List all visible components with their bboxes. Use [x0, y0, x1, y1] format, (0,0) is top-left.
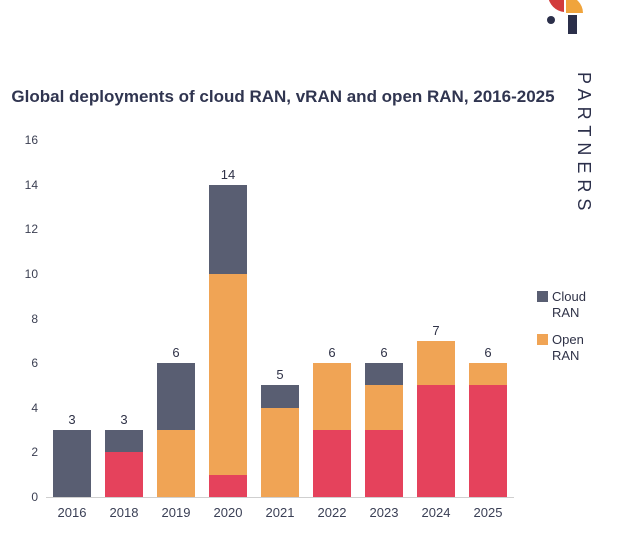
chart-title: Global deployments of cloud RAN, vRAN an…: [11, 87, 555, 106]
bar-total-label: 3: [68, 412, 76, 428]
bar-2019: 6 2019: [157, 140, 195, 520]
bar-total-label: 6: [172, 345, 180, 361]
bar-segment-open-ran: [417, 340, 455, 386]
bar-segment-cloud-ran: [365, 363, 403, 386]
bar-2025: 6 2025: [469, 140, 507, 520]
y-axis-tick-label: 14: [24, 177, 38, 192]
bar-2023: 6 2023: [365, 140, 403, 520]
bar-2018: 3 2018: [105, 140, 143, 520]
y-axis-tick-label: 6: [31, 356, 38, 371]
bar-segment-cloud-ran: [53, 430, 91, 497]
bar-segment-vran: [469, 385, 507, 497]
bar-2021: 5 2021: [261, 140, 299, 520]
company-logo: [538, 0, 590, 34]
x-axis-label: 2020: [213, 505, 243, 520]
pinwheel-logo-icon: [547, 0, 583, 34]
bar-segment-vran: [313, 430, 351, 497]
y-axis-tick-label: 0: [31, 490, 38, 504]
y-axis-tick-label: 4: [31, 400, 38, 415]
bar-total-label: 14: [220, 166, 236, 182]
x-axis-label: 2022: [317, 505, 347, 520]
bar-segment-vran: [209, 474, 247, 497]
bar-segment-cloud-ran: [105, 430, 143, 453]
plot-area: 3 2016 3 2018 6 2019 14 2020 5 2021 6 2022 6 2023 7 202…: [46, 140, 514, 520]
bar-segment-open-ran: [209, 273, 247, 475]
bar-total-label: 6: [328, 345, 336, 361]
x-axis-label: 2023: [369, 505, 399, 520]
bar-segment-vran: [105, 452, 143, 497]
bar-2024: 7 2024: [417, 140, 455, 520]
legend-item-open-ran: Open RAN: [537, 332, 614, 365]
bar-total-label: 5: [276, 367, 284, 383]
bar-2022: 6 2022: [313, 140, 351, 520]
bar-segment-open-ran: [157, 430, 195, 497]
x-axis-label: 2019: [161, 505, 191, 520]
legend-label: Cloud RAN: [552, 289, 586, 321]
bar-segment-open-ran: [365, 385, 403, 431]
legend-label: Open RAN: [552, 331, 584, 363]
x-axis-label: 2025: [473, 505, 503, 520]
bar-segment-open-ran: [469, 363, 507, 386]
bar-total-label: 6: [380, 345, 388, 361]
legend: Cloud RAN Open RAN: [537, 289, 614, 364]
bar-segment-cloud-ran: [209, 184, 247, 274]
bar-total-label: 7: [432, 322, 440, 338]
bar-segment-open-ran: [261, 407, 299, 497]
y-axis-tick-label: 10: [24, 266, 38, 281]
y-axis-tick-label: 8: [31, 311, 38, 326]
bar-total-label: 3: [120, 412, 128, 428]
bar-2020: 14 2020: [209, 140, 247, 520]
bar-segment-vran: [417, 385, 455, 497]
bar-segment-cloud-ran: [157, 363, 195, 431]
y-axis-tick-label: 2: [31, 445, 38, 460]
x-axis-label: 2016: [57, 505, 87, 520]
x-axis-label: 2021: [265, 505, 295, 520]
bar-total-label: 6: [484, 345, 492, 361]
y-axis-tick-label: 12: [24, 222, 38, 237]
bar-segment-cloud-ran: [261, 385, 299, 408]
y-axis-tick-label: 16: [24, 133, 38, 147]
legend-swatch: [537, 333, 548, 345]
legend-item-cloud-ran: Cloud RAN: [537, 289, 614, 322]
legend-swatch: [537, 291, 548, 302]
bar-segment-open-ran: [313, 363, 351, 431]
x-axis-label: 2024: [421, 505, 451, 520]
x-axis-label: 2018: [109, 505, 139, 520]
y-axis: 0 2 4 6 8 10 12 14 16: [0, 133, 38, 504]
bar-segment-vran: [365, 430, 403, 497]
bar-2016: 3 2016: [53, 140, 91, 520]
partners-wordmark: PARTNERS: [574, 72, 594, 217]
